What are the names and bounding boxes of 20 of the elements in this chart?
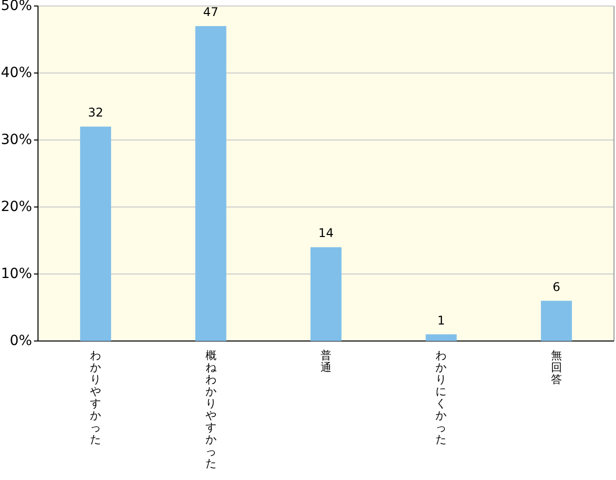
data-label: 1 xyxy=(437,313,446,328)
x-tick-label: わかりやすかった xyxy=(90,349,102,446)
category-label: 概ねわかりやすかった xyxy=(205,349,216,470)
y-tick-label: 10% xyxy=(0,266,32,282)
data-label: 14 xyxy=(318,226,334,240)
x-tick-label: わかりにくかった xyxy=(436,349,447,446)
y-tick-label: 30% xyxy=(0,132,32,148)
data-label: 47 xyxy=(203,5,218,20)
x-tick-label: 普通 xyxy=(320,349,332,374)
bar xyxy=(310,247,342,341)
data-label: 6 xyxy=(552,280,560,294)
bar xyxy=(195,26,226,341)
x-tick-label: 無回答 xyxy=(550,349,562,386)
data-label: 32 xyxy=(88,106,104,120)
bar xyxy=(80,126,112,341)
y-tick-label: 0% xyxy=(10,332,32,349)
bar xyxy=(426,334,457,341)
y-tick-label: 20% xyxy=(0,198,32,215)
y-tick-label: 40% xyxy=(0,64,32,81)
bar xyxy=(540,300,572,341)
